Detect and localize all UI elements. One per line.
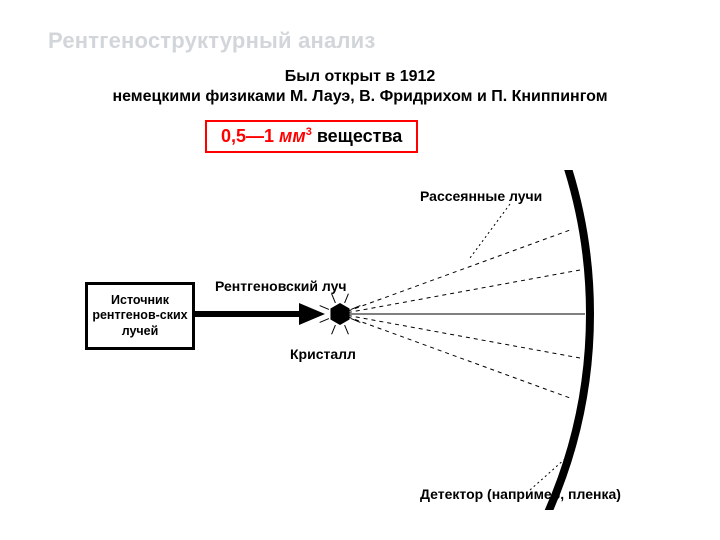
subtitle-line2: немецкими физиками М. Лауэ, В. Фридрихом… bbox=[0, 88, 720, 106]
subtitle-line1: Был открыт в 1912 bbox=[0, 68, 720, 86]
volume-suffix: вещества bbox=[312, 126, 402, 146]
crystal-label: Кристалл bbox=[290, 346, 356, 362]
scattered-label: Рассеянные лучи bbox=[420, 188, 542, 204]
volume-unit: мм bbox=[279, 126, 306, 146]
volume-prefix: 0,5—1 bbox=[221, 126, 279, 146]
xray-source-label: Источник рентгенов-ских лучей bbox=[92, 293, 188, 340]
beam-label: Рентгеновский луч bbox=[215, 278, 347, 294]
xray-diagram: Источник рентгенов-ских лучей Рентгеновс… bbox=[40, 170, 680, 510]
xray-source-box: Источник рентгенов-ских лучей bbox=[85, 282, 195, 350]
page-title: Рентгеноструктурный анализ bbox=[48, 28, 375, 54]
sample-volume-callout: 0,5—1 мм3 вещества bbox=[205, 120, 418, 153]
detector-label: Детектор (например, пленка) bbox=[420, 486, 621, 502]
